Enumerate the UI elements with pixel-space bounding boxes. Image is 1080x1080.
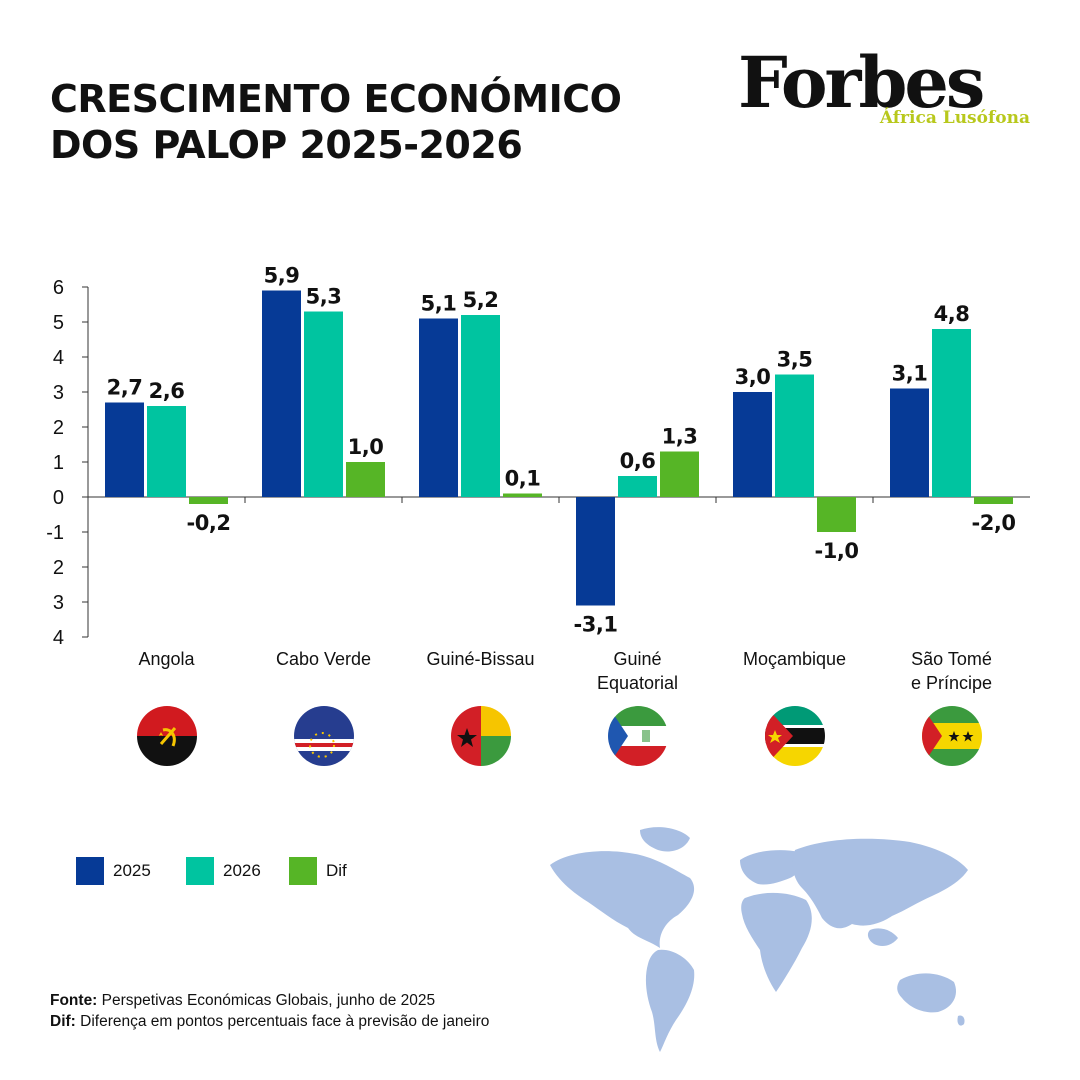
data-label-2026: 5,3	[306, 285, 342, 309]
guine-equatorial-flag-icon	[607, 706, 668, 766]
data-label-2026: 2,6	[149, 379, 185, 403]
data-label-dif: 1,0	[348, 435, 384, 459]
bar-2026	[775, 374, 814, 497]
bar-chart: 6 5 4 3 2 1 0 -1 2 3 4 2,7 2,6 -0,2 5,95,3 1,0 5,1 5,2 0,1…	[46, 264, 1030, 649]
logo-wordmark: Forbes	[738, 41, 985, 124]
category-label-line: Equatorial	[596, 673, 679, 693]
y-tick-label: 1	[53, 452, 64, 474]
category-label: Angola	[92, 647, 242, 671]
data-label-dif: -0,2	[187, 511, 231, 535]
bar-2025	[419, 318, 458, 497]
data-label-dif: 0,1	[505, 467, 541, 491]
category-label: Moçambique	[720, 647, 870, 671]
data-label-dif: 1,3	[662, 425, 698, 449]
source-note: Fonte: Perspetivas Económicas Globais, j…	[50, 990, 489, 1011]
data-label-dif: -2,0	[972, 511, 1016, 535]
bar-2026	[147, 406, 186, 497]
y-tick-label: 4	[53, 627, 64, 649]
data-label-2026: 0,6	[620, 449, 656, 473]
bar-2026	[304, 311, 343, 497]
y-tick-label: 0	[53, 487, 64, 509]
legend-swatch-2025	[76, 857, 104, 885]
logo-edition: África Lusófona	[879, 108, 1030, 128]
category-label-line: Moçambique	[742, 649, 847, 669]
source-notes: Fonte: Perspetivas Económicas Globais, j…	[50, 990, 489, 1032]
y-tick-label: 6	[53, 277, 64, 299]
legend-item-2026: 2026	[186, 856, 261, 886]
dif-note-label: Dif:	[50, 1013, 76, 1030]
y-tick-label: 5	[53, 312, 64, 334]
data-label-2025: 5,1	[421, 292, 457, 316]
dif-note: Dif: Diferença em pontos percentuais fac…	[50, 1011, 489, 1032]
data-label-2025: 3,0	[735, 365, 771, 389]
dif-note-text: Diferença em pontos percentuais face à p…	[75, 1013, 490, 1030]
world-map-icon	[550, 827, 968, 1052]
bar-dif	[346, 462, 385, 497]
y-tick-label: 2	[53, 417, 64, 439]
category-label-line: e Príncipe	[910, 673, 993, 693]
category-label-line: Guiné	[613, 649, 662, 669]
bar-2026	[618, 476, 657, 497]
data-label-2025: 5,9	[264, 264, 300, 288]
source-note-text: Perspetivas Económicas Globais, junho de…	[97, 992, 436, 1009]
category-label-line: Cabo Verde	[275, 649, 372, 669]
forbes-logo: Forbes África Lusófona	[738, 38, 1038, 138]
category-label: Guiné-Bissau	[406, 647, 556, 671]
bar-dif	[503, 493, 542, 497]
legend-swatch-2026	[186, 857, 214, 885]
guine-bissau-flag-icon	[450, 706, 511, 766]
y-tick-label: 3	[53, 382, 64, 404]
data-label-dif: -1,0	[815, 539, 859, 563]
page-title: CRESCIMENTO ECONÓMICO DOS PALOP 2025-202…	[50, 76, 622, 168]
legend-item-dif: Dif	[289, 856, 347, 886]
legend-item-2025: 2025	[76, 856, 151, 886]
bar-dif	[974, 497, 1013, 504]
cabo-verde-flag-icon	[293, 706, 354, 766]
category-label-line: Angola	[138, 649, 195, 669]
category-label: Cabo Verde	[249, 647, 399, 671]
legend-swatch-dif	[289, 857, 317, 885]
category-label: São Tomé e Príncipe	[877, 647, 1027, 695]
legend-label-2025: 2025	[113, 861, 151, 880]
bar-2026	[461, 315, 500, 497]
data-label-2026: 5,2	[463, 288, 499, 312]
sao-tome-flag-icon	[921, 706, 982, 766]
data-label-2026: 3,5	[777, 348, 813, 372]
data-label-2025: 2,7	[107, 376, 143, 400]
title-line-1: CRESCIMENTO ECONÓMICO	[50, 77, 622, 121]
bar-dif	[660, 451, 699, 497]
y-tick-label: 3	[53, 592, 64, 614]
angola-flag-icon	[136, 706, 197, 766]
bar-2025	[576, 497, 615, 606]
bar-2025	[733, 392, 772, 497]
legend-label-2026: 2026	[223, 861, 261, 880]
data-label-2026: 4,8	[934, 302, 970, 326]
category-label-line: Guiné-Bissau	[426, 649, 535, 669]
mocambique-flag-icon	[764, 706, 825, 766]
legend-label-dif: Dif	[326, 861, 347, 880]
source-note-label: Fonte:	[50, 992, 98, 1009]
bar-2025	[262, 290, 301, 497]
bar-2026	[932, 329, 971, 497]
bar-dif	[817, 497, 856, 532]
y-tick-label: 4	[53, 347, 64, 369]
bar-2025	[105, 402, 144, 497]
bar-2025	[890, 388, 929, 497]
data-label-2025: -3,1	[574, 613, 618, 637]
bar-dif	[189, 497, 228, 504]
category-label: Guiné Equatorial	[563, 647, 713, 695]
y-tick-label: -1	[46, 522, 64, 544]
category-label-line: São Tomé	[911, 649, 992, 669]
data-label-2025: 3,1	[892, 362, 928, 386]
title-line-2: DOS PALOP 2025-2026	[50, 123, 523, 167]
y-tick-label: 2	[53, 557, 64, 579]
